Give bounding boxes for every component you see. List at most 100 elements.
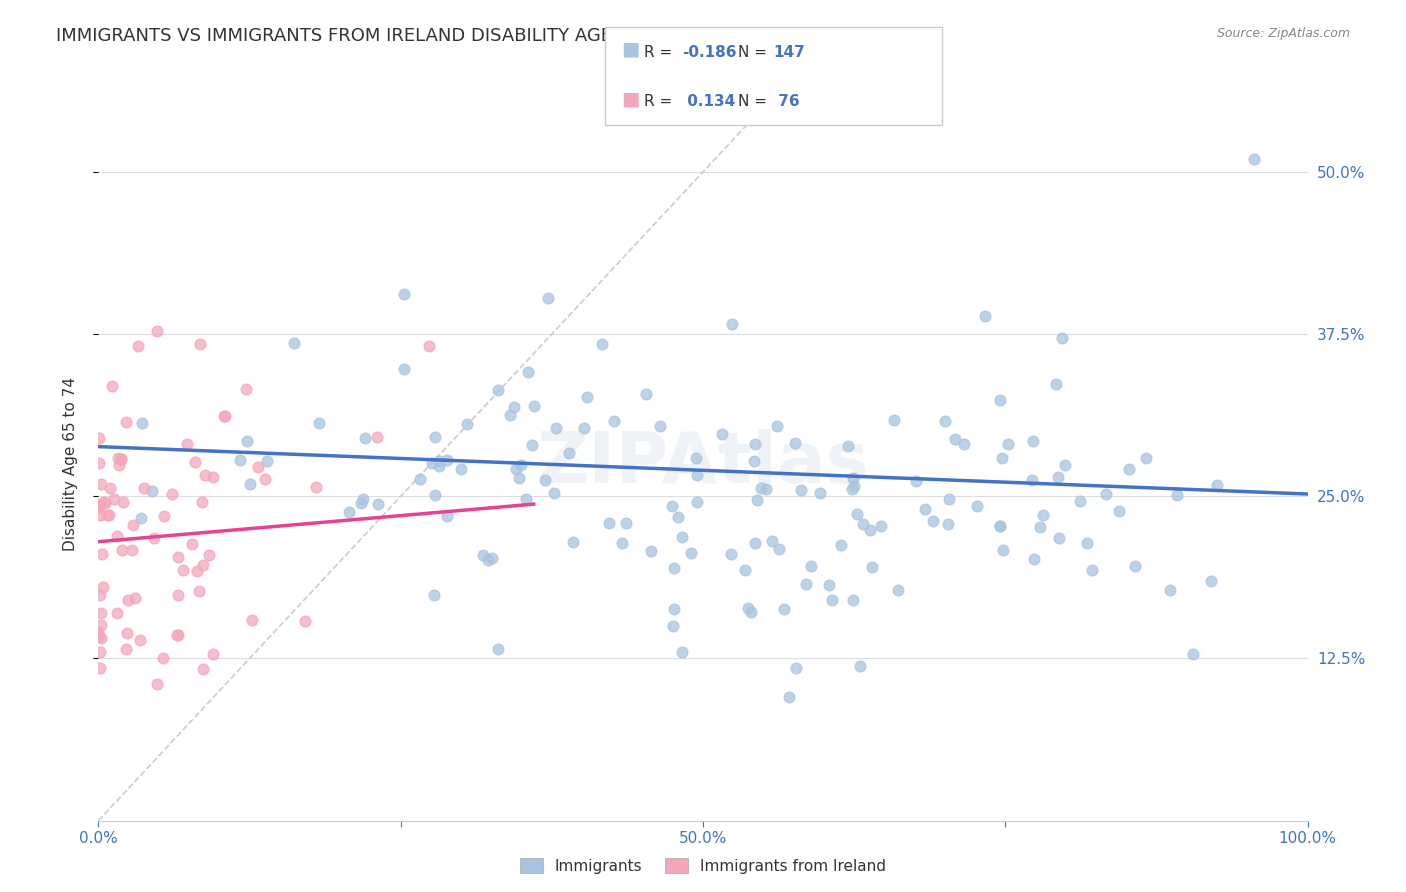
Text: N =: N =: [738, 45, 772, 60]
Immigrants from Ireland: [94, 496, 117, 510]
Immigrants from Ireland: [142, 531, 165, 545]
Immigrants: [761, 534, 783, 549]
Immigrants: [1159, 582, 1181, 597]
Immigrants from Ireland: [186, 564, 208, 578]
Immigrants from Ireland: [93, 495, 115, 509]
Immigrants: [517, 365, 540, 379]
Immigrants from Ireland: [87, 498, 110, 512]
Immigrants from Ireland: [110, 452, 132, 467]
Immigrants: [936, 516, 959, 531]
Immigrants from Ireland: [187, 583, 209, 598]
Immigrants: [685, 468, 707, 483]
Immigrants: [991, 543, 1014, 558]
Immigrants from Ireland: [98, 508, 121, 523]
Immigrants: [737, 601, 759, 615]
Immigrants: [610, 535, 633, 549]
Immigrants: [515, 492, 537, 507]
Immigrants from Ireland: [101, 379, 124, 393]
Immigrants from Ireland: [152, 650, 174, 665]
Immigrants: [953, 437, 976, 451]
Immigrants from Ireland: [114, 416, 136, 430]
Immigrants: [523, 400, 546, 414]
Immigrants: [1021, 473, 1043, 487]
Immigrants from Ireland: [117, 626, 139, 640]
Text: 0.134: 0.134: [682, 94, 735, 109]
Immigrants: [966, 499, 988, 513]
Immigrants from Ireland: [160, 487, 183, 501]
Immigrants from Ireland: [366, 430, 388, 444]
Text: ■: ■: [621, 39, 640, 58]
Immigrants: [427, 454, 450, 468]
Immigrants: [974, 309, 997, 323]
Immigrants from Ireland: [110, 451, 132, 466]
Immigrants: [744, 535, 766, 549]
Immigrants: [235, 434, 257, 449]
Immigrants from Ireland: [124, 591, 146, 605]
Immigrants from Ireland: [96, 508, 118, 522]
Text: R =: R =: [644, 45, 678, 60]
Immigrants from Ireland: [132, 481, 155, 495]
Immigrants: [848, 658, 870, 673]
Y-axis label: Disability Age 65 to 74: Disability Age 65 to 74: [63, 376, 77, 551]
Immigrants: [991, 451, 1014, 466]
Immigrants: [914, 502, 936, 516]
Immigrants from Ireland: [107, 450, 129, 465]
Immigrants from Ireland: [87, 628, 110, 642]
Immigrants: [997, 437, 1019, 451]
Immigrants from Ireland: [112, 495, 135, 509]
Immigrants from Ireland: [247, 460, 270, 475]
Immigrants from Ireland: [98, 481, 121, 495]
Immigrants: [710, 426, 733, 441]
Immigrants: [661, 499, 683, 513]
Immigrants: [870, 519, 893, 533]
Immigrants: [603, 414, 626, 428]
Immigrants from Ireland: [105, 607, 128, 621]
Immigrants from Ireland: [191, 662, 214, 676]
Immigrants: [508, 471, 530, 485]
Immigrants from Ireland: [117, 592, 139, 607]
Immigrants: [841, 482, 863, 496]
Immigrants: [591, 337, 613, 351]
Immigrants: [1029, 519, 1052, 533]
Immigrants: [1123, 559, 1146, 574]
Immigrants: [938, 491, 960, 506]
Immigrants: [636, 386, 658, 401]
Immigrants: [988, 392, 1011, 407]
Immigrants: [614, 516, 637, 530]
Immigrants: [131, 417, 153, 431]
Immigrants: [842, 471, 865, 485]
Immigrants from Ireland: [235, 382, 257, 396]
Immigrants from Ireland: [129, 633, 152, 648]
Immigrants: [1166, 488, 1188, 502]
Immigrants: [488, 642, 510, 657]
Immigrants: [1022, 434, 1045, 449]
Immigrants from Ireland: [194, 468, 217, 483]
Immigrants: [499, 408, 522, 422]
Immigrants from Ireland: [166, 588, 188, 602]
Immigrants: [648, 418, 671, 433]
Immigrants: [720, 547, 742, 561]
Immigrants: [922, 514, 945, 528]
Immigrants: [783, 436, 806, 450]
Immigrants from Ireland: [87, 625, 110, 640]
Immigrants from Ireland: [146, 677, 169, 691]
Immigrants: [662, 561, 685, 575]
Legend: Immigrants, Immigrants from Ireland: Immigrants, Immigrants from Ireland: [513, 852, 893, 880]
Immigrants from Ireland: [181, 537, 204, 551]
Immigrants: [988, 519, 1011, 533]
Immigrants: [721, 318, 744, 332]
Immigrants: [367, 498, 389, 512]
Immigrants from Ireland: [90, 477, 112, 491]
Immigrants: [679, 545, 702, 559]
Immigrants: [1053, 458, 1076, 473]
Immigrants: [283, 335, 305, 350]
Immigrants from Ireland: [111, 543, 134, 558]
Immigrants: [1050, 331, 1073, 345]
Immigrants: [256, 454, 278, 468]
Immigrants: [420, 456, 443, 470]
Immigrants: [1118, 461, 1140, 475]
Immigrants from Ireland: [115, 641, 138, 656]
Immigrants: [1108, 504, 1130, 518]
Immigrants: [409, 471, 432, 485]
Immigrants: [1080, 563, 1102, 577]
